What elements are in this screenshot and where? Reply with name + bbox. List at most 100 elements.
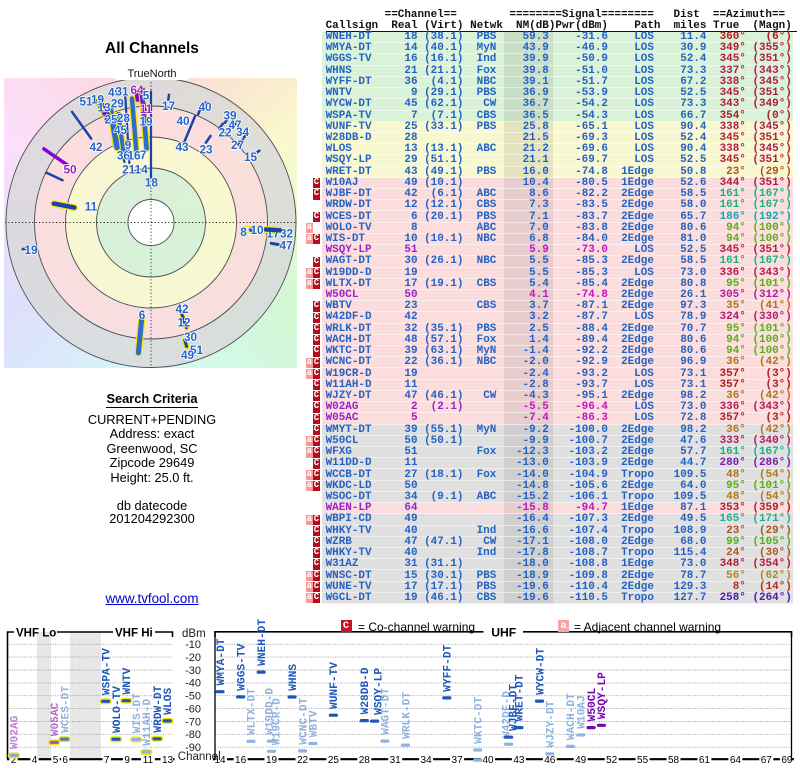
svg-text:16: 16: [235, 755, 247, 766]
svg-text:17: 17: [162, 99, 176, 113]
svg-text:WCES-DT: WCES-DT: [60, 686, 72, 733]
svg-text:64: 64: [730, 755, 742, 766]
svg-text:W19CR-D: W19CR-D: [271, 698, 283, 745]
svg-text:40: 40: [482, 755, 494, 766]
svg-text:51: 51: [190, 343, 204, 357]
svg-text:9: 9: [125, 138, 132, 152]
svg-text:19: 19: [24, 243, 38, 257]
svg-text:-70: -70: [185, 716, 201, 728]
svg-text:-10: -10: [185, 639, 201, 651]
svg-text:23: 23: [199, 142, 213, 156]
svg-text:WLOS: WLOS: [163, 688, 175, 715]
svg-text:13: 13: [162, 755, 174, 766]
svg-text:WOLO-TV: WOLO-TV: [112, 686, 124, 733]
svg-text:36: 36: [117, 149, 131, 163]
svg-text:WHNS: WHNS: [288, 664, 300, 691]
svg-text:50: 50: [63, 162, 77, 176]
svg-text:WRLK-DT: WRLK-DT: [401, 692, 413, 739]
svg-text:-20: -20: [185, 652, 201, 664]
svg-text:40: 40: [176, 114, 190, 128]
svg-text:11: 11: [85, 199, 98, 213]
svg-text:14: 14: [135, 162, 149, 176]
svg-text:VHF Lo: VHF Lo: [16, 628, 56, 640]
svg-text:40: 40: [198, 100, 212, 114]
svg-text:WUNF-TV: WUNF-TV: [329, 662, 341, 709]
svg-text:19: 19: [266, 755, 278, 766]
svg-text:49: 49: [181, 348, 195, 362]
svg-text:49: 49: [575, 755, 587, 766]
svg-text:UHF: UHF: [491, 625, 516, 639]
svg-text:Channel: Channel: [178, 751, 221, 763]
svg-text:25: 25: [104, 112, 118, 126]
svg-text:WSQY-LP: WSQY-LP: [373, 668, 385, 715]
svg-text:WYFF-DT: WYFF-DT: [443, 644, 455, 691]
svg-text:W05AC: W05AC: [50, 702, 62, 736]
svg-text:43: 43: [175, 140, 189, 154]
svg-text:29: 29: [111, 96, 125, 110]
svg-text:WAGT-DT: WAGT-DT: [381, 688, 393, 735]
svg-text:43: 43: [513, 755, 525, 766]
svg-text:W11AH-D: W11AH-D: [142, 699, 154, 746]
svg-text:47: 47: [228, 118, 242, 132]
svg-text:5: 5: [143, 88, 150, 102]
svg-text:10: 10: [250, 223, 264, 237]
svg-text:WKTC-DT: WKTC-DT: [474, 697, 486, 744]
svg-text:39: 39: [223, 108, 237, 122]
svg-text:-40: -40: [185, 678, 201, 690]
svg-text:16: 16: [127, 149, 141, 163]
svg-text:42: 42: [175, 302, 189, 316]
svg-text:47: 47: [279, 238, 293, 252]
svg-text:11: 11: [143, 755, 154, 766]
svg-text:6: 6: [139, 308, 146, 322]
svg-text:W42DF-D: W42DF-D: [501, 691, 513, 738]
svg-text:69: 69: [781, 755, 793, 766]
svg-text:9: 9: [124, 755, 130, 766]
svg-text:14: 14: [214, 755, 226, 766]
svg-text:WSQY-LP: WSQY-LP: [597, 672, 609, 719]
svg-text:W10AJ: W10AJ: [577, 695, 589, 729]
svg-text:VHF Hi: VHF Hi: [115, 628, 153, 640]
svg-text:18: 18: [145, 175, 159, 189]
svg-text:WLTX-DT: WLTX-DT: [247, 688, 259, 735]
svg-text:WCNC-DT: WCNC-DT: [298, 697, 310, 744]
svg-text:-30: -30: [185, 665, 201, 677]
svg-text:58: 58: [668, 755, 680, 766]
svg-text:WACH-DT: WACH-DT: [566, 693, 578, 740]
svg-text:WRET-DT: WRET-DT: [515, 674, 527, 721]
svg-text:-60: -60: [185, 703, 201, 715]
svg-text:WIS-DT: WIS-DT: [132, 693, 144, 734]
svg-text:31: 31: [115, 84, 129, 98]
svg-text:7: 7: [140, 148, 147, 162]
svg-text:28: 28: [117, 111, 131, 125]
svg-text:22: 22: [297, 755, 309, 766]
svg-text:51: 51: [79, 94, 93, 108]
svg-text:61: 61: [699, 755, 711, 766]
svg-text:7: 7: [104, 755, 110, 766]
svg-text:WNEH-DT: WNEH-DT: [257, 619, 269, 666]
svg-text:WGGS-TV: WGGS-TV: [236, 643, 248, 690]
svg-text:34: 34: [421, 755, 433, 766]
svg-text:WJBF-DT: WJBF-DT: [508, 684, 520, 731]
svg-text:W28DB-D: W28DB-D: [360, 667, 372, 714]
svg-text:19: 19: [139, 114, 153, 128]
svg-text:67: 67: [761, 755, 773, 766]
svg-text:30: 30: [184, 330, 198, 344]
svg-text:25: 25: [328, 755, 340, 766]
svg-text:6: 6: [62, 755, 68, 766]
svg-text:32: 32: [280, 226, 294, 240]
svg-text:19: 19: [91, 92, 105, 106]
svg-text:42: 42: [89, 140, 103, 154]
svg-text:22: 22: [218, 125, 232, 139]
svg-text:-80: -80: [185, 729, 201, 741]
svg-text:11: 11: [140, 102, 153, 116]
svg-text:27: 27: [231, 138, 245, 152]
svg-text:28: 28: [359, 755, 371, 766]
svg-text:-90: -90: [185, 742, 201, 754]
svg-text:8: 8: [240, 225, 247, 239]
svg-text:W50CL: W50CL: [587, 688, 599, 722]
svg-text:WSPA-TV: WSPA-TV: [101, 648, 113, 695]
svg-text:55: 55: [637, 755, 649, 766]
svg-text:WJZY-DT: WJZY-DT: [546, 700, 558, 747]
svg-text:WNTV: WNTV: [122, 667, 134, 694]
svg-text:45: 45: [114, 123, 128, 137]
